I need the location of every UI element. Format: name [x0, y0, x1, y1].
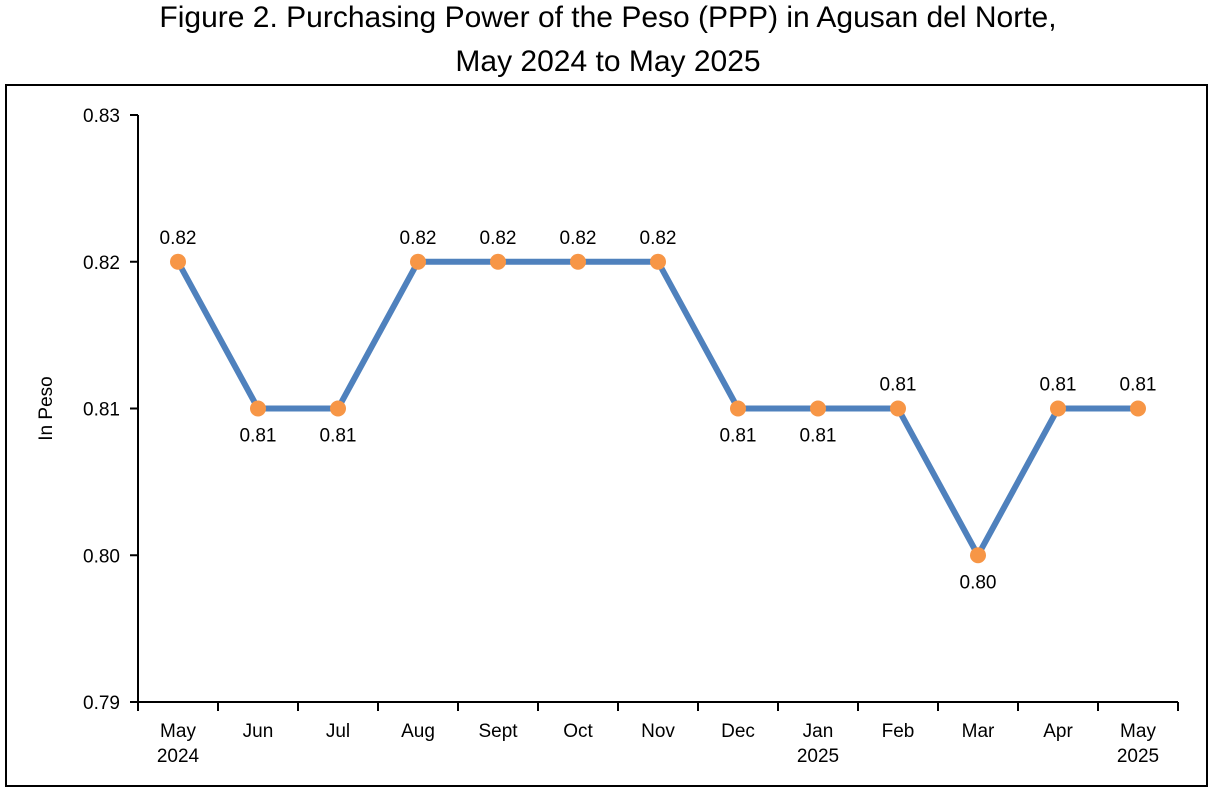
- data-point: [330, 400, 346, 417]
- x-tick-label: Jul: [326, 721, 350, 742]
- x-tick-label: Feb: [882, 721, 915, 742]
- x-tick-label: May 2024: [157, 721, 200, 767]
- data-point: [890, 400, 906, 417]
- data-label: 0.81: [320, 426, 357, 447]
- chart-data-labels: 0.82 0.81 0.81 0.82 0.82 0.82 0.82 0.81 0.81 0.81…: [160, 228, 1157, 594]
- chart-frame: [5, 84, 1208, 787]
- x-tick-label: Aug: [401, 721, 435, 742]
- x-tick-label: Nov: [641, 721, 675, 742]
- x-tick-label: Oct: [563, 721, 593, 742]
- y-tick-label: 0.80: [83, 546, 120, 567]
- data-point: [810, 400, 826, 417]
- data-point: [970, 547, 986, 564]
- chart-title: Figure 2. Purchasing Power of the Peso (…: [159, 1, 1057, 34]
- data-point: [730, 400, 746, 417]
- x-tick-label: Jan 2025: [797, 721, 839, 767]
- data-label: 0.82: [160, 228, 197, 249]
- data-label: 0.80: [960, 572, 997, 593]
- series-line: [175, 258, 1138, 559]
- chart-axes: 0.79 0.80 0.81 0.82 0.83 May 2024 Jun Jul Aug Sept…: [36, 106, 1179, 767]
- data-point: [410, 253, 426, 270]
- data-label: 0.81: [880, 375, 917, 396]
- data-label: 0.82: [560, 228, 597, 249]
- data-point: [170, 253, 186, 270]
- y-tick-label: 0.79: [83, 693, 120, 714]
- y-tick-label: 0.81: [83, 400, 120, 421]
- data-label: 0.81: [1040, 375, 1077, 396]
- x-tick-label: Sept: [478, 721, 518, 742]
- y-tick-label: 0.83: [83, 106, 120, 127]
- y-tick-label: 0.82: [83, 253, 120, 274]
- x-tick-label: May 2025: [1117, 721, 1159, 767]
- data-point: [570, 253, 586, 270]
- data-label: 0.81: [1120, 375, 1157, 396]
- x-tick-label: Apr: [1043, 721, 1073, 742]
- data-label: 0.81: [800, 426, 837, 447]
- data-point: [490, 253, 506, 270]
- data-label: 0.81: [720, 426, 757, 447]
- chart-subtitle: May 2024 to May 2025: [455, 45, 761, 78]
- data-point: [1130, 400, 1146, 417]
- x-tick-label: Jun: [243, 721, 274, 742]
- data-label: 0.82: [480, 228, 517, 249]
- y-axis-title: In Peso: [36, 376, 57, 440]
- data-label: 0.81: [240, 426, 277, 447]
- x-tick-label: Dec: [721, 721, 755, 742]
- data-label: 0.82: [640, 228, 677, 249]
- data-label: 0.82: [400, 228, 437, 249]
- data-point: [250, 400, 266, 417]
- chart-series: [170, 253, 1146, 564]
- data-point: [1050, 400, 1066, 417]
- x-tick-label: Mar: [962, 721, 995, 742]
- data-point: [650, 253, 666, 270]
